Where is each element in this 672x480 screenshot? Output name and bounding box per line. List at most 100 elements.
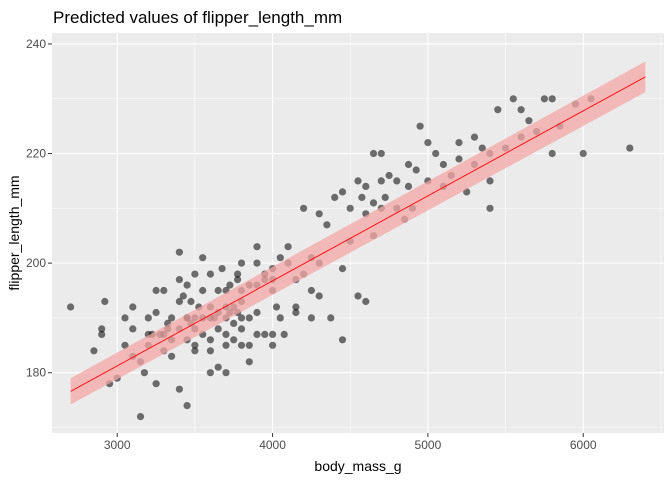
data-point [230, 319, 238, 327]
data-point [292, 303, 300, 311]
data-point [338, 188, 347, 196]
data-point [323, 221, 331, 229]
data-point [175, 276, 183, 284]
data-point [548, 149, 556, 158]
data-point [404, 182, 413, 190]
data-point [385, 171, 393, 180]
fit [70, 61, 646, 405]
data-point [327, 314, 335, 322]
data-point [168, 352, 176, 360]
data-point [362, 297, 370, 306]
data-point [121, 314, 129, 322]
data-point [90, 347, 98, 355]
data-point [160, 286, 168, 295]
data-point [234, 276, 242, 284]
y-axis-title: flipper_length_mm [6, 175, 22, 290]
data-point [222, 330, 230, 338]
data-point [331, 193, 339, 201]
data-point [245, 314, 253, 322]
data-point [253, 308, 261, 317]
data-point [237, 341, 246, 349]
data-point [377, 177, 385, 185]
data-point [269, 341, 277, 349]
data-point [338, 265, 347, 273]
data-point [525, 117, 533, 125]
data-point [67, 303, 75, 311]
x-tick-label: 3000 [104, 438, 131, 452]
data-point [136, 413, 145, 421]
x-tick-label: 5000 [415, 438, 442, 452]
data-point [206, 270, 214, 278]
data-point [214, 325, 222, 333]
data-point [191, 270, 199, 278]
data-point [121, 341, 129, 349]
data-point [191, 347, 199, 355]
data-point [276, 254, 284, 262]
data-point [237, 259, 246, 267]
data-point [152, 308, 160, 317]
data-point [199, 254, 207, 262]
data-point [187, 297, 195, 306]
data-point [354, 292, 362, 300]
data-point [218, 265, 226, 273]
data-point [168, 314, 176, 322]
data-point [354, 177, 362, 185]
data-point [540, 95, 549, 103]
data-point [432, 149, 440, 158]
data-point [98, 325, 106, 333]
data-point [292, 308, 300, 317]
data-point [222, 369, 230, 377]
data-point [237, 314, 246, 322]
data-point [494, 106, 502, 114]
y-tick-label: 240 [26, 37, 46, 51]
data-point [253, 243, 261, 251]
x-tick-label: 4000 [259, 438, 286, 452]
data-point [393, 177, 401, 185]
data-point [144, 314, 152, 322]
data-point [369, 149, 378, 158]
data-point [179, 292, 187, 300]
data-point [261, 330, 269, 338]
data-point [245, 341, 253, 349]
data-point [206, 369, 214, 377]
confidence-ribbon [70, 61, 646, 405]
data-point [509, 95, 517, 103]
data-point [191, 341, 199, 349]
data-point [362, 182, 370, 190]
data-point [486, 177, 494, 185]
data-point [315, 210, 323, 218]
data-point [129, 303, 137, 311]
y-tick-label: 220 [26, 147, 46, 161]
fit-line [70, 76, 646, 392]
data-point [307, 286, 315, 295]
data-point [175, 297, 183, 306]
data-point [226, 281, 234, 289]
data-point [381, 193, 389, 201]
data-point [129, 325, 137, 333]
data-point [214, 363, 222, 371]
data-point [626, 144, 634, 152]
data-point [183, 402, 191, 410]
data-point [253, 330, 261, 338]
data-point [284, 243, 292, 251]
data-point [237, 325, 246, 333]
data-point [307, 314, 315, 322]
data-point [272, 303, 281, 311]
data-point [175, 248, 183, 256]
x-axis-title: body_mass_g [314, 458, 401, 474]
data-point [234, 270, 242, 278]
y-tick-label: 180 [26, 366, 46, 380]
data-point [214, 286, 222, 295]
data-point [439, 160, 447, 169]
data-point [206, 347, 214, 355]
data-point [230, 336, 238, 344]
data-point [101, 297, 109, 306]
data-point [269, 330, 277, 338]
data-point [183, 281, 191, 289]
data-point [222, 341, 230, 349]
data-point [579, 149, 587, 158]
data-point [276, 314, 284, 322]
data-point [315, 292, 323, 300]
data-point [548, 95, 556, 103]
